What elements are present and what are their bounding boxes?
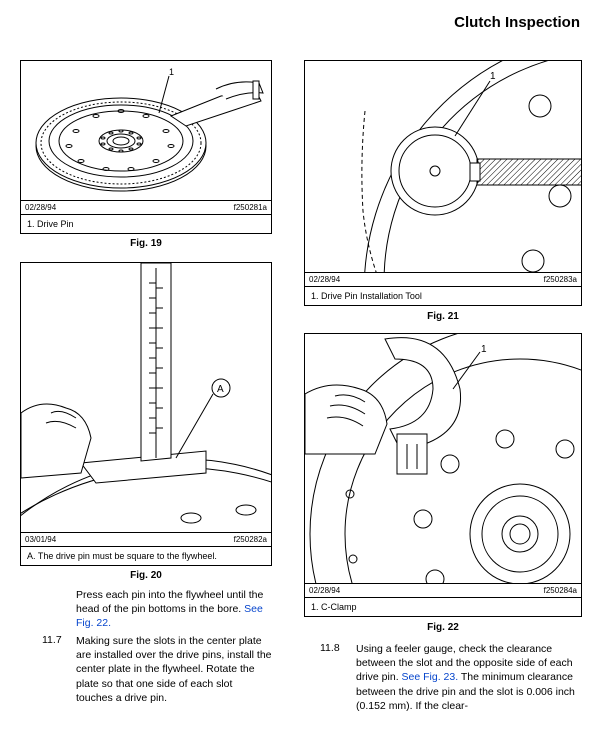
figure-20-image: A (21, 263, 271, 533)
fig21-code: f250283a (544, 275, 577, 284)
step-117-text: Making sure the slots in the center plat… (76, 634, 272, 705)
fig22-label: Fig. 22 (304, 622, 582, 633)
page-title: Clutch Inspection (454, 14, 580, 31)
fig20-callout: A. The drive pin must be square to the f… (21, 547, 271, 565)
fig21-marker: 1 (490, 71, 496, 82)
fig22-marker: 1 (481, 344, 487, 355)
fig20-date: 03/01/94 (25, 535, 56, 544)
fig19-code: f250281a (234, 203, 267, 212)
fig19-date: 02/28/94 (25, 203, 56, 212)
step-118-text: Using a feeler gauge, check the clearanc… (356, 642, 578, 713)
para-press-pin: Press each pin into the flywheel until t… (76, 588, 272, 631)
figure-21-meta: 02/28/94 f250283a (305, 273, 581, 287)
figure-21: 1 02/28/94 f250283a 1. Drive Pin Install… (304, 60, 582, 306)
fig21-callout: 1. Drive Pin Installation Tool (305, 287, 581, 305)
figure-20: A 03/01/94 f250282a A. The drive pin mus… (20, 262, 272, 566)
figure-22-meta: 02/28/94 f250284a (305, 584, 581, 598)
fig19-callout: 1. Drive Pin (21, 215, 271, 233)
fig22-callout: 1. C-Clamp (305, 598, 581, 616)
fig20-label: Fig. 20 (20, 570, 272, 581)
step-117-num: 11.7 (42, 634, 62, 646)
fig19-label: Fig. 19 (20, 238, 272, 249)
fig21-label: Fig. 21 (304, 311, 582, 322)
step-118-num: 11.8 (320, 642, 340, 654)
fig21-date: 02/28/94 (309, 275, 340, 284)
figure-19-image: 1 (21, 61, 271, 201)
fig22-date: 02/28/94 (309, 586, 340, 595)
figure-21-image: 1 (305, 61, 581, 273)
fig19-marker: 1 (169, 67, 174, 77)
fig22-code: f250284a (544, 586, 577, 595)
figure-22: 1 02/28/94 f250284a 1. C-Clamp (304, 333, 582, 617)
para1a-text: Press each pin into the flywheel until t… (76, 589, 263, 615)
fig20-code: f250282a (234, 535, 267, 544)
fig20-marker: A (217, 384, 224, 395)
link-fig23[interactable]: See Fig. 23. (402, 671, 459, 683)
figure-19: 1 02/28/94 f250281a 1. Drive Pin (20, 60, 272, 234)
figure-19-meta: 02/28/94 f250281a (21, 201, 271, 215)
figure-22-image: 1 (305, 334, 581, 584)
figure-20-meta: 03/01/94 f250282a (21, 533, 271, 547)
